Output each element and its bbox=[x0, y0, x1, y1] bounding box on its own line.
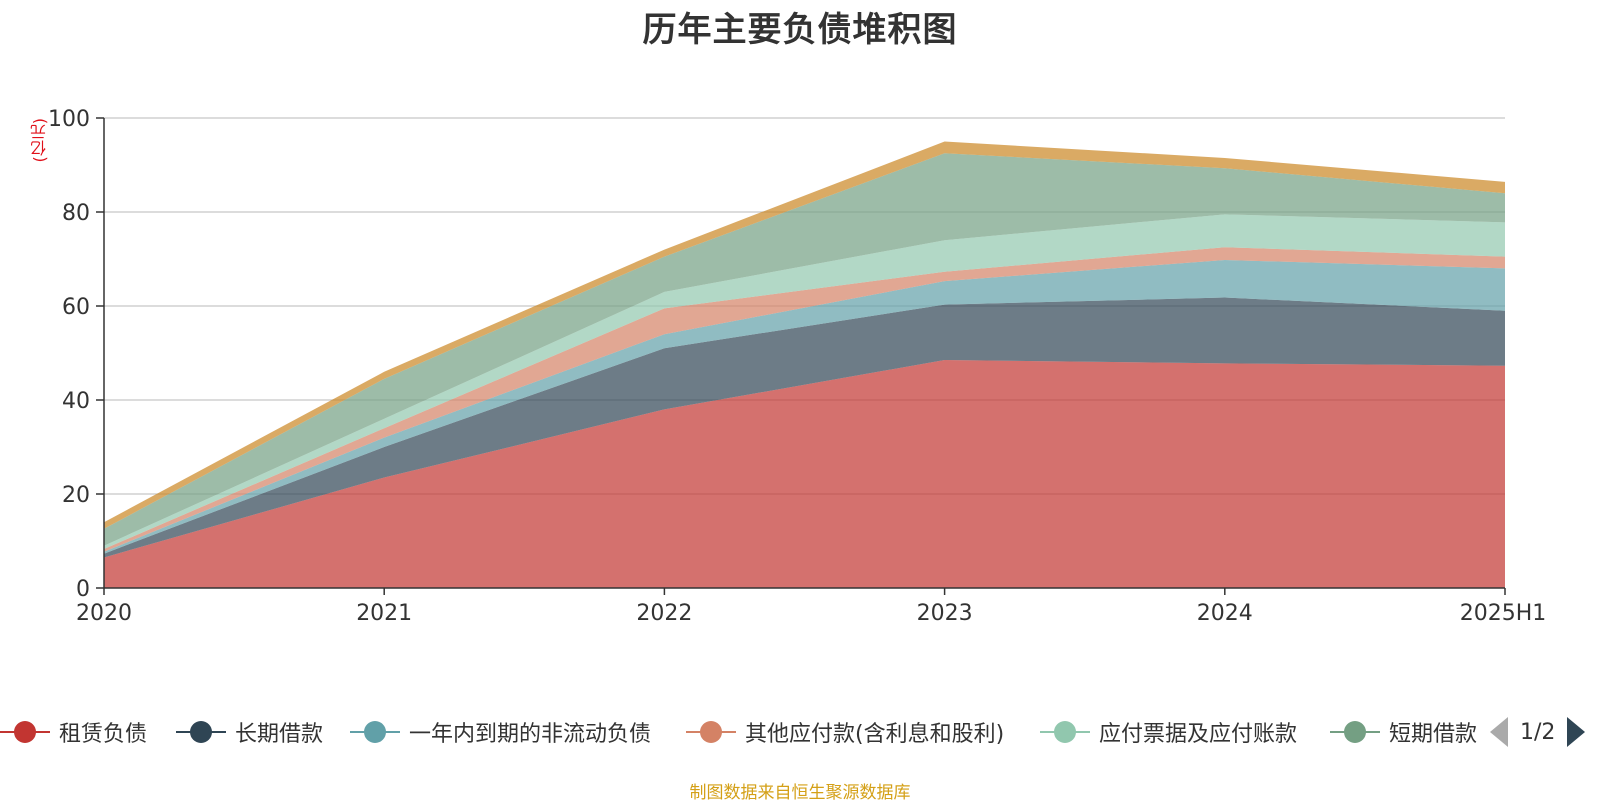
legend-next-page-button[interactable] bbox=[1567, 717, 1586, 747]
legend-marker-icon bbox=[686, 712, 736, 752]
area-series-2 bbox=[104, 297, 1505, 558]
legend-marker-icon bbox=[350, 712, 400, 752]
legend-label: 租赁负债 bbox=[59, 722, 148, 747]
y-tick-label: 60 bbox=[62, 295, 90, 320]
legend-marker-icon bbox=[1040, 712, 1090, 752]
stacked-area-chart: 0 20 40 60 80 100 2020 2021 2022 2023 2024 2025H1 bbox=[48, 107, 1546, 626]
source-note: 制图数据来自恒生聚源数据库 bbox=[689, 783, 911, 803]
legend-item[interactable]: 长期借款 bbox=[176, 712, 323, 752]
legend-item[interactable]: 短期借款 bbox=[1330, 712, 1477, 752]
legend-pager: 1/2 bbox=[1490, 712, 1586, 752]
legend-label: 短期借款 bbox=[1389, 722, 1478, 747]
area-series-1 bbox=[104, 360, 1505, 588]
legend-marker-icon bbox=[0, 712, 50, 752]
x-tick-label: 2025H1 bbox=[1460, 601, 1547, 626]
area-series-6 bbox=[104, 153, 1505, 546]
legend-item[interactable]: 应付票据及应付账款 bbox=[1040, 712, 1297, 752]
legend-prev-page-button[interactable] bbox=[1490, 717, 1508, 747]
legend-label: 一年内到期的非流动负债 bbox=[409, 722, 652, 747]
legend-marker-icon bbox=[1330, 712, 1380, 752]
y-tick-label: 0 bbox=[76, 577, 90, 602]
y-tick-label: 100 bbox=[48, 107, 90, 132]
area-series-7 bbox=[104, 141, 1505, 529]
x-tick-label: 2024 bbox=[1197, 601, 1253, 626]
x-tick-label: 2023 bbox=[917, 601, 973, 626]
chart-title: 历年主要负债堆积图 bbox=[642, 10, 958, 50]
x-tick-label: 2020 bbox=[76, 601, 132, 626]
legend-label: 应付票据及应付账款 bbox=[1099, 722, 1298, 747]
legend-label: 其他应付款(含利息和股利) bbox=[745, 722, 1005, 747]
legend-label: 长期借款 bbox=[235, 722, 324, 747]
area-series-3 bbox=[104, 259, 1505, 554]
x-tick-label: 2022 bbox=[636, 601, 692, 626]
legend-items: 租赁负债 长期借款 一年内到期的非流动负债 其他应付款(含利息和股利) 应付票据及应付账… bbox=[0, 712, 1480, 752]
area-series-5 bbox=[104, 214, 1505, 549]
y-tick-label: 40 bbox=[62, 389, 90, 414]
legend-item[interactable]: 租赁负债 bbox=[0, 712, 147, 752]
legend-item[interactable]: 一年内到期的非流动负债 bbox=[350, 712, 651, 752]
axes: 0 20 40 60 80 100 2020 2021 2022 2023 2024 2025H1 bbox=[48, 107, 1546, 626]
legend-marker-icon bbox=[176, 712, 226, 752]
legend-item[interactable]: 其他应付款(含利息和股利) bbox=[686, 712, 1004, 752]
y-tick-label: 80 bbox=[62, 201, 90, 226]
x-tick-label: 2021 bbox=[356, 601, 412, 626]
area-series bbox=[104, 141, 1505, 588]
legend-page-indicator: 1/2 bbox=[1520, 719, 1556, 745]
y-tick-label: 20 bbox=[62, 483, 90, 508]
legend: 租赁负债 长期借款 一年内到期的非流动负债 其他应付款(含利息和股利) 应付票据及应付账… bbox=[0, 712, 1600, 752]
